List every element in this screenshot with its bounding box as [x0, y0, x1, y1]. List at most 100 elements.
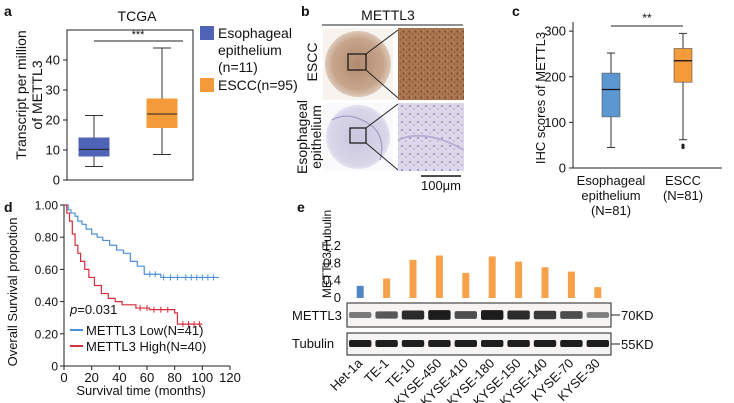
- chart-e-ylabel: METTL3/Tubulin: [320, 210, 334, 298]
- panel-label-d: d: [4, 199, 13, 215]
- chart-e-bar-KYSE-410: [462, 272, 470, 298]
- chart-c-xcat-1-line3: (N=81): [591, 203, 631, 218]
- panel-label-b: b: [301, 3, 310, 19]
- chart-c-xcat-1-line2: epithelium: [581, 188, 640, 203]
- ihc-row-epithelium-line1: Esophageal: [294, 100, 310, 174]
- chart-d-ytick-label-1.00: 1.00: [35, 199, 59, 213]
- legend-a-label-1-line2: epithelium: [218, 42, 282, 58]
- chart-a-y-axis: 0 10 20 30 40: [46, 53, 67, 188]
- ihc-escc-core: [325, 31, 391, 97]
- chart-e-bar-Het-1a: [356, 285, 364, 298]
- chart-e-bar-KYSE-30: [594, 287, 602, 298]
- ihc-escc-zoom-box: [347, 53, 367, 71]
- blot-band-mettl3-KYSE-70: [560, 311, 583, 319]
- blot-row-tubulin: Tubulin: [292, 336, 334, 351]
- chart-c-ytick-label-100: 100: [544, 115, 566, 130]
- ihc-escc-zoom-line-top: [365, 29, 399, 55]
- chart-a-box-1-iqr: [78, 137, 110, 157]
- ihc-epithelium-zoom-line-bottom: [365, 142, 399, 171]
- chart-d-curve-low: [64, 204, 219, 279]
- blot-band-mettl3-Het-1a: [349, 312, 372, 318]
- chart-d-p-number: =0.031: [77, 302, 117, 317]
- chart-a-ytick-label-30: 30: [46, 83, 60, 98]
- chart-a-title: TCGA: [118, 8, 158, 24]
- ihc-epithelium-zoom-fold: [397, 134, 465, 151]
- ihc-scale-label: 100μm: [421, 178, 461, 193]
- chart-c-box-1-iqr: [601, 72, 621, 118]
- ihc-epithelium-core: [326, 105, 390, 169]
- ihc-epithelium-zoom-box: [349, 127, 367, 144]
- chart-d-xtick-label-100: 100: [191, 370, 213, 385]
- chart-a-box-1: [78, 115, 110, 167]
- panel-label-c: c: [512, 3, 520, 19]
- chart-a-box-2: [146, 47, 178, 155]
- chart-e-bars: [356, 255, 602, 298]
- ihc-row-escc: ESCC: [304, 43, 320, 82]
- chart-e-bar-KYSE-150: [515, 261, 523, 298]
- blot-band-tubulin-KYSE-180: [481, 340, 504, 347]
- chart-c-xcat-1-line1: Esophageal: [577, 173, 646, 188]
- chart-e-bar-KYSE-70: [567, 271, 575, 298]
- chart-e-bar-KYSE-140: [541, 267, 549, 298]
- chart-a-ylabel-line1: Transcript per million: [13, 30, 29, 159]
- blot-band-tubulin-Het-1a: [349, 340, 372, 347]
- chart-a-frame: [66, 29, 194, 181]
- chart-e-bar-TE-1: [383, 278, 391, 298]
- legend-d-low-label: METTL3 Low(N=41): [86, 323, 203, 338]
- chart-a-ytick-label-40: 40: [46, 53, 60, 68]
- ihc-escc-zoom-image: [398, 28, 464, 100]
- chart-c-ylabel: IHC scores of METTL3: [533, 32, 548, 164]
- blot-band-tubulin-KYSE-30: [586, 340, 609, 347]
- chart-e-ytick-label-1.2: 1.2: [323, 238, 341, 253]
- blot-band-tubulin-KYSE-450: [428, 340, 451, 347]
- legend-a-swatch-epithelium: [200, 26, 214, 40]
- chart-d-curve-high: [64, 204, 203, 325]
- blot-band-mettl3-KYSE-410: [454, 311, 477, 319]
- chart-a-boxes: [78, 47, 178, 167]
- chart-d-p-italic: p: [69, 302, 77, 317]
- chart-a-ytick-label-20: 20: [46, 113, 60, 128]
- chart-d-ylabel: Overall Survival propotion: [5, 218, 20, 367]
- chart-c-xcat-2-line1: ESCC: [665, 173, 701, 188]
- chart-a-significance: ***: [132, 29, 146, 41]
- chart-d-xlabel: Survival time (months): [76, 383, 205, 398]
- chart-a-ylabel-line2: of METTL3: [29, 60, 45, 129]
- chart-c-box-2-outlier-2: [681, 143, 685, 147]
- chart-d-xtick-label-120: 120: [219, 370, 241, 385]
- chart-c-ytick-label-200: 200: [544, 69, 566, 84]
- legend-a-label-2: ESCC(n=95): [218, 77, 298, 93]
- chart-e-y-axis: 0 0.4 0.8 1.2: [323, 238, 341, 305]
- chart-c-ytick-label-300: 300: [544, 24, 566, 39]
- chart-e-ytick-label-0: 0: [334, 290, 341, 305]
- chart-d-xtick-label-60: 60: [140, 370, 154, 385]
- legend-d-high-label: METTL3 High(N=40): [86, 339, 206, 354]
- panel-label-e: e: [297, 199, 305, 215]
- legend-a-label-1-line1: Esophageal: [218, 25, 292, 41]
- blot-band-mettl3-TE-1: [375, 311, 398, 319]
- blot-band-mettl3-KYSE-180: [481, 310, 504, 320]
- ihc-row-epithelium-line2: epithelium: [308, 105, 324, 169]
- chart-d-ytick-label-0.40: 0.40: [35, 295, 59, 309]
- blot-bands: [349, 310, 609, 347]
- chart-c-y-axis: 0 100 200 300: [544, 24, 573, 176]
- chart-a-ytick-label-10: 10: [46, 143, 60, 158]
- ihc-epithelium-zoom-line-top: [365, 103, 399, 129]
- blot-band-mettl3-KYSE-30: [586, 312, 609, 318]
- blot-row-mettl3: METTL3: [292, 308, 342, 323]
- ihc-escc-zoom-line-bottom: [365, 69, 399, 99]
- chart-d-ytick-label-0.60: 0.60: [35, 263, 59, 277]
- blot-band-tubulin-KYSE-140: [533, 340, 557, 347]
- panel-d: d Overall Survival propotion 0 20 40 60 80 10…: [4, 199, 241, 399]
- ihc-title: METTL3: [361, 7, 415, 23]
- chart-d-ytick-label-0.80: 0.80: [35, 231, 59, 245]
- panel-e: e METTL3/Tubulin 0 0.4 0.8 1.2 METTL3 Tubul…: [292, 199, 654, 403]
- chart-c-box-2-iqr: [673, 48, 693, 83]
- panel-c: c IHC scores of METTL3 0 100 200 300 ** Eso…: [512, 3, 722, 218]
- blot-marker-55: 55KD: [621, 337, 654, 352]
- chart-d-xtick-label-80: 80: [167, 370, 181, 385]
- blot-band-tubulin-KYSE-410: [454, 340, 477, 347]
- chart-e-category-Het-1a: Het-1a: [327, 355, 366, 394]
- chart-c-ytick-label-0: 0: [559, 161, 566, 176]
- chart-d-curves: [64, 204, 219, 328]
